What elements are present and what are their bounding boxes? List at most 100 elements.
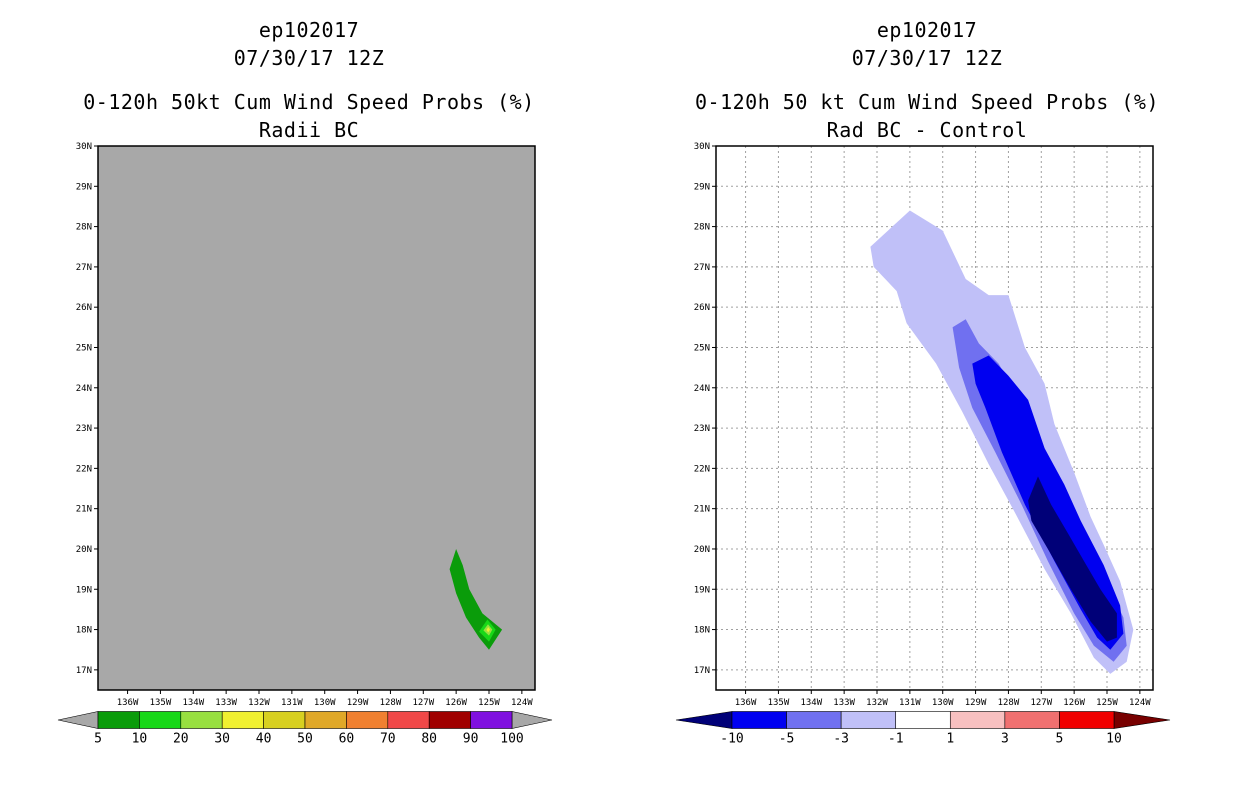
colorbar-swatch [470,711,513,729]
colorbar-swatch [428,711,471,729]
plot-frame [97,145,536,691]
colorbar-swatch [840,711,897,729]
x-tick-label: 128W [380,698,402,708]
y-tick-label: 25N [694,343,710,353]
plot-frame [715,145,1154,691]
y-tick-label: 27N [694,263,710,273]
right-chart-subtitle: Rad BC - Control [826,118,1028,142]
colorbar-label: -3 [833,732,849,747]
left-chart-subtitle: Radii BC [258,118,360,142]
y-tick-label: 18N [694,626,710,636]
colorbar-swatch [221,711,264,729]
x-tick-label: 132W [866,698,888,708]
y-tick-label: 17N [694,666,710,676]
colorbar-swatch [346,711,389,729]
x-tick-label: 124W [511,698,533,708]
y-tick-label: 19N [76,585,92,595]
left-map-chart: 136W 135W 134W 133W 132W 131W 130W 129W 128W 127W… [57,142,553,747]
contour-region [486,627,490,633]
y-tick-label: 24N [694,384,710,394]
y-tick-label: 22N [694,464,710,474]
y-tick-label: 22N [76,464,92,474]
y-tick-label: 29N [76,182,92,192]
x-tick-label: 131W [281,698,303,708]
x-tick-label: 125W [1096,698,1118,708]
x-tick-label: 126W [445,698,467,708]
right-map-chart: 136W 135W 134W 133W 132W 131W 130W 129W 128W 127W… [675,142,1171,747]
y-tick-label: 23N [694,424,710,434]
y-tick-label: 30N [76,142,92,152]
colorbar-swatch [304,711,347,729]
y-tick-label: 27N [76,263,92,273]
colorbar-swatch [139,711,182,729]
y-tick-label: 23N [76,424,92,434]
right-panel: ep102017 07/30/17 12Z 0-120h 50 kt Cum W… [618,0,1236,800]
y-tick-label: 19N [694,585,710,595]
x-tick-label: 131W [899,698,921,708]
x-tick-label: 133W [833,698,855,708]
x-tick-label: 130W [314,698,336,708]
colorbar-swatch [1059,711,1115,729]
colorbar-label: 10 [1106,732,1122,747]
x-tick-label: 128W [998,698,1020,708]
colorbar-swatch [387,711,430,729]
y-tick-label: 24N [76,384,92,394]
y-tick-label: 25N [76,343,92,353]
colorbar-label: 60 [339,732,355,747]
colorbar-label: -10 [720,732,743,747]
x-tick-label: 135W [150,698,172,708]
x-tick-label: 124W [1129,698,1151,708]
x-tick-label: 130W [932,698,954,708]
colorbar-label: 5 [1056,732,1064,747]
x-tick-label: 134W [800,698,822,708]
x-tick-label: 136W [117,698,139,708]
colorbar-label: 30 [214,732,230,747]
y-tick-label: 28N [694,223,710,233]
colorbar-left-arrow [57,711,99,729]
y-tick-label: 26N [694,303,710,313]
colorbar-swatch [97,711,140,729]
x-tick-label: 126W [1063,698,1085,708]
colorbar-label: 3 [1001,732,1009,747]
y-tick-label: 18N [76,626,92,636]
x-tick-label: 134W [182,698,204,708]
colorbar-label: -1 [888,732,904,747]
left-chart-title: 0-120h 50kt Cum Wind Speed Probs (%) [83,90,535,114]
y-tick-label: 30N [694,142,710,152]
colorbar-swatch [180,711,223,729]
colorbar-label: 70 [380,732,396,747]
colorbar-label: 10 [132,732,148,747]
colorbar-label: 100 [500,732,523,747]
x-tick-label: 129W [965,698,987,708]
colorbar-right-arrow [511,711,553,729]
colorbar-swatch [949,711,1006,729]
y-tick-label: 20N [76,545,92,555]
y-tick-label: 26N [76,303,92,313]
colorbar-label: -5 [779,732,795,747]
x-tick-label: 135W [768,698,790,708]
colorbar-swatch [1004,711,1060,729]
x-tick-label: 132W [248,698,270,708]
y-tick-label: 17N [76,666,92,676]
y-tick-label: 29N [694,182,710,192]
y-tick-label: 21N [694,505,710,515]
x-tick-label: 127W [1030,698,1052,708]
left-panel: ep102017 07/30/17 12Z 0-120h 50kt Cum Wi… [57,18,553,747]
colorbar-label: 40 [256,732,272,747]
colorbar-label: 20 [173,732,189,747]
colorbar-right-arrow [1113,711,1171,729]
contour-region [1028,476,1117,642]
x-tick-label: 125W [478,698,500,708]
colorbar-swatch [786,711,842,729]
left-storm-id: ep102017 [258,18,360,42]
right-storm-id: ep102017 [876,18,978,42]
y-tick-label: 21N [76,505,92,515]
colorbar-swatch [731,711,787,729]
x-tick-label: 136W [735,698,757,708]
colorbar-label: 5 [94,732,102,747]
right-chart-title: 0-120h 50 kt Cum Wind Speed Probs (%) [694,90,1160,114]
x-tick-label: 127W [412,698,434,708]
right-datetime: 07/30/17 12Z [851,46,1003,70]
colorbar-swatch [895,711,951,729]
colorbar-label: 80 [421,732,437,747]
